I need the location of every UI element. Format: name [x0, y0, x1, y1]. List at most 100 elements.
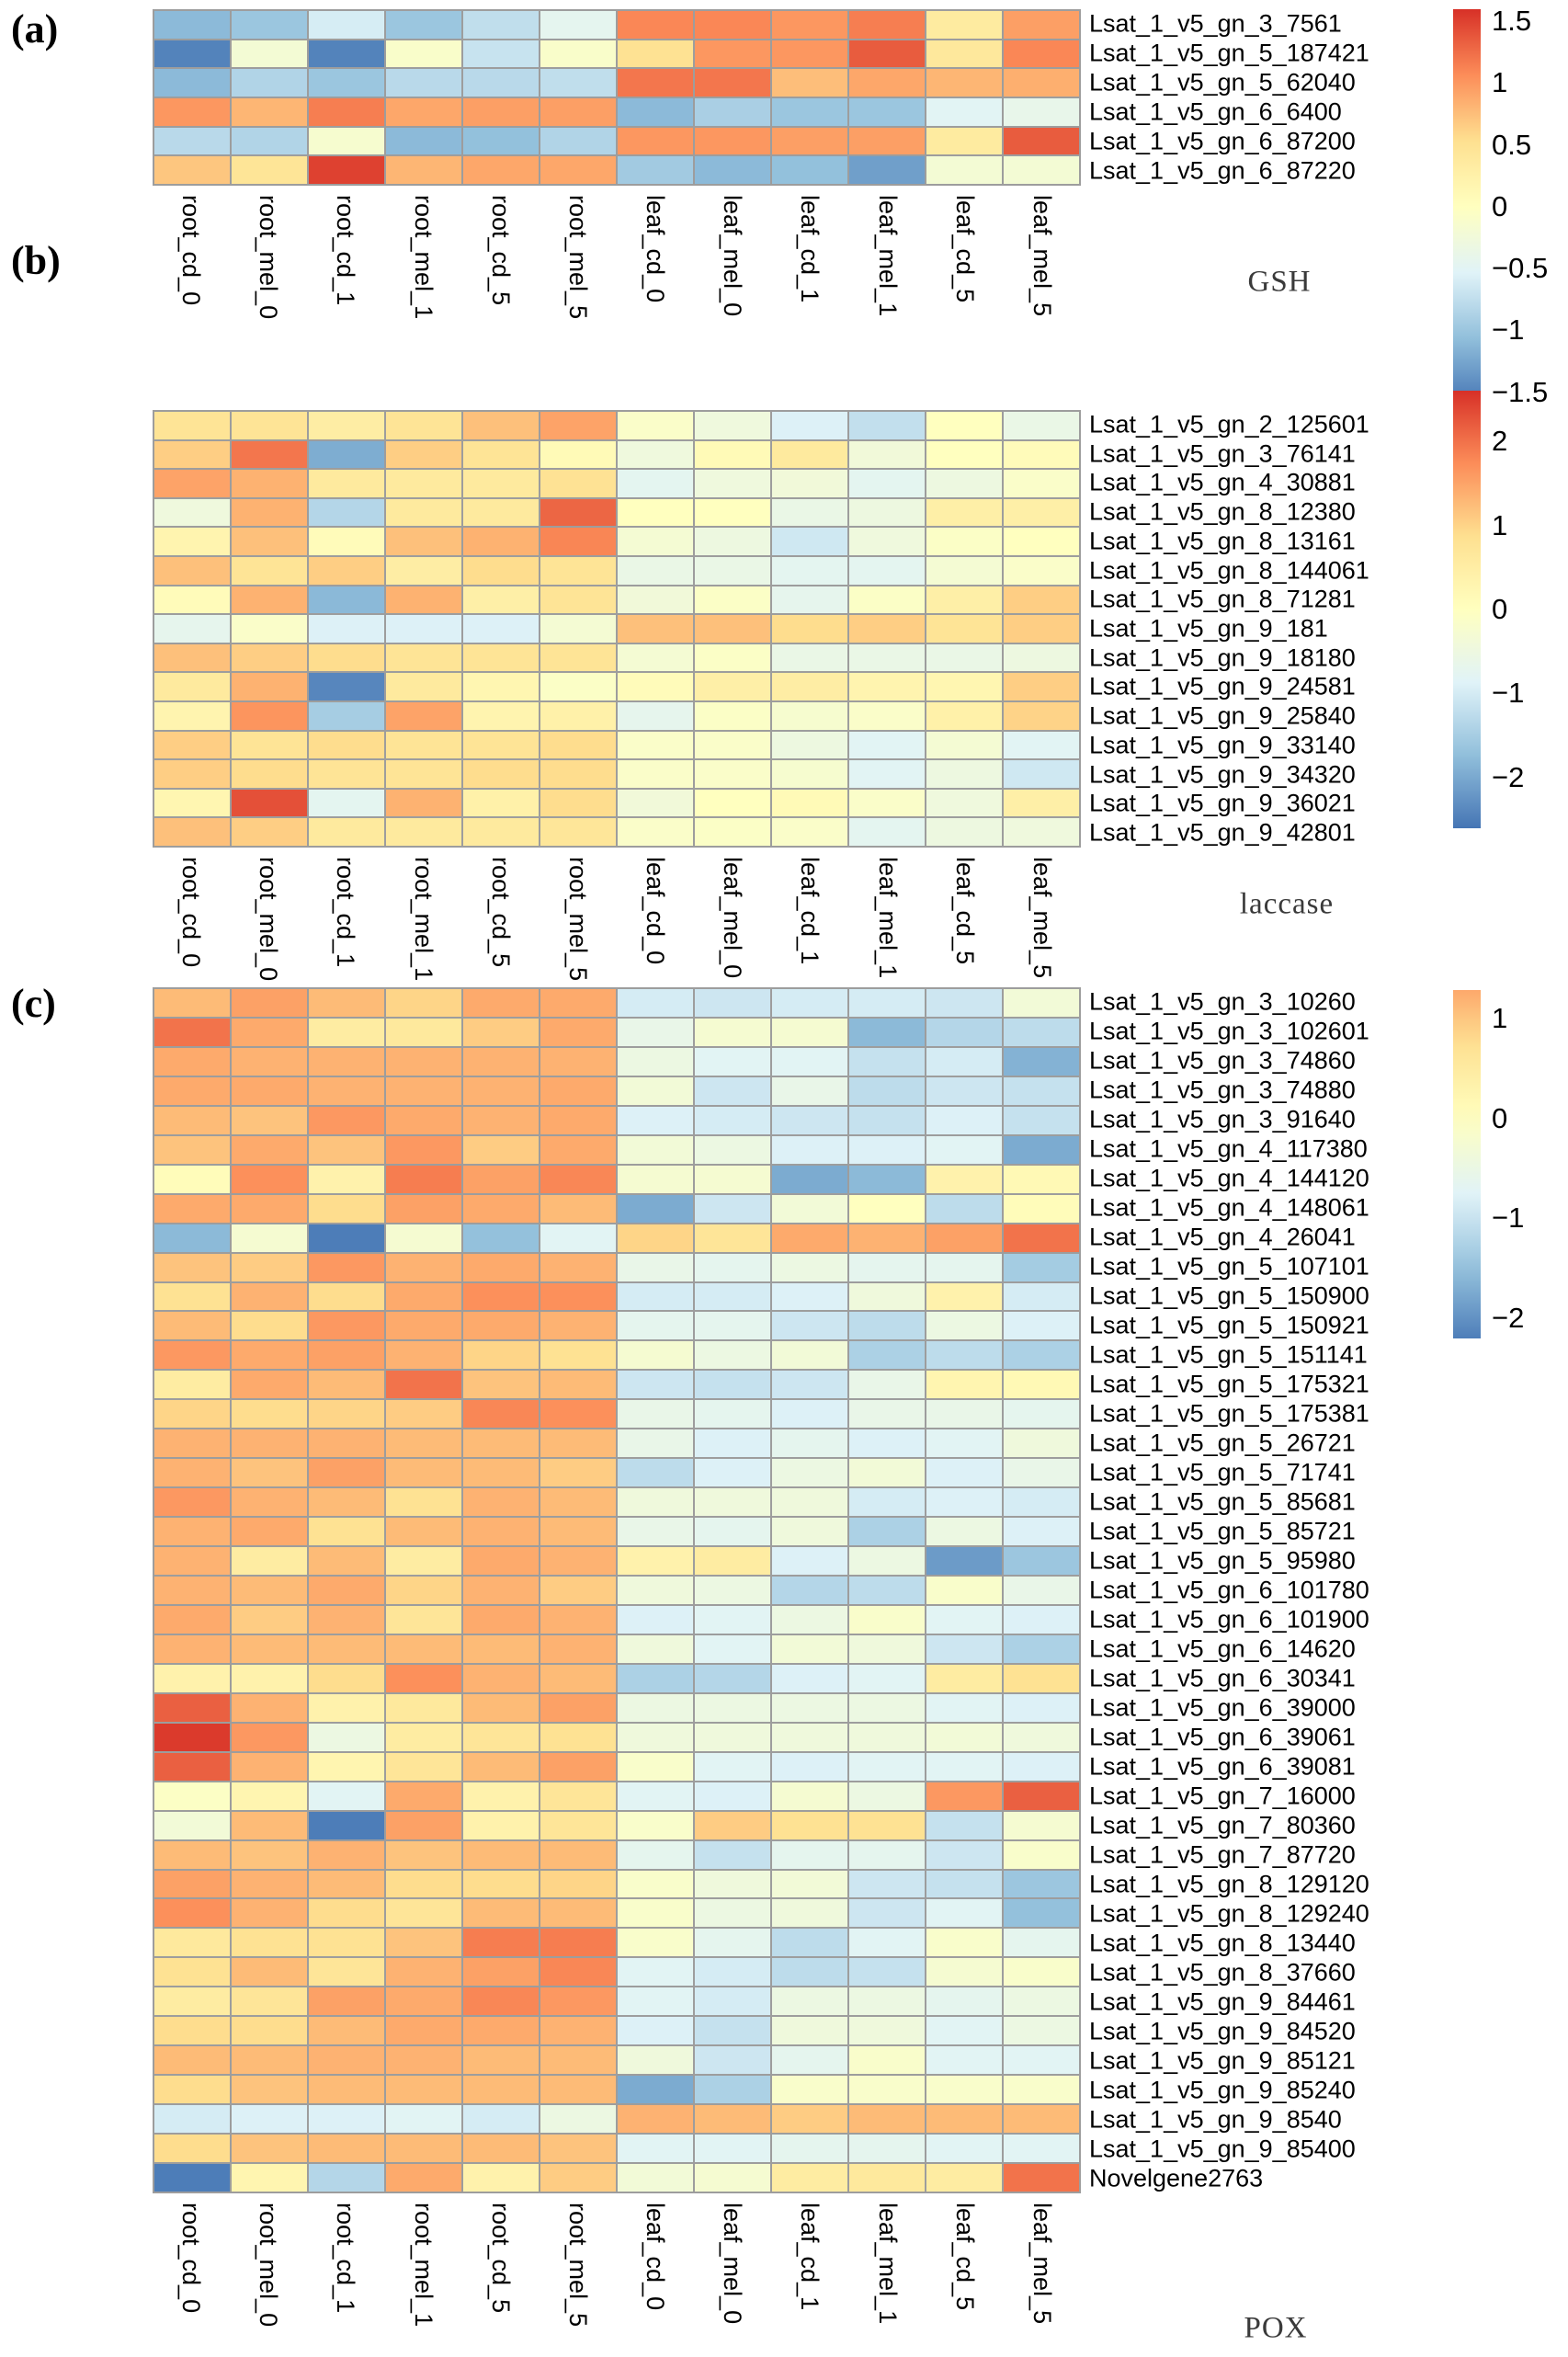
heatmap-cell: [308, 1781, 385, 1811]
heatmap-cell: [694, 527, 771, 556]
heatmap-cell: [1003, 411, 1080, 440]
heatmap-cell: [540, 817, 617, 847]
row-label: Lsat_1_v5_gn_8_12380: [1089, 497, 1356, 526]
heatmap-cell: [231, 1692, 308, 1723]
heatmap-cell: [617, 1898, 694, 1929]
heatmap-cell: [153, 2163, 231, 2192]
row-label: Lsat_1_v5_gn_8_13161: [1089, 527, 1356, 555]
heatmap-cell: [308, 1046, 385, 1076]
heatmap-cell: [540, 2045, 617, 2076]
heatmap-cell: [926, 1692, 1003, 1723]
heatmap-cell: [771, 469, 848, 498]
heatmap-cell: [617, 759, 694, 789]
heatmap-cell: [385, 2134, 462, 2164]
heatmap-cell: [153, 1604, 231, 1634]
heatmap-cell: [462, 1517, 540, 1547]
heatmap-cell: [1003, 1576, 1080, 1605]
heatmap-cell: [231, 497, 308, 528]
heatmap-cell: [540, 1134, 617, 1165]
heatmap-cell: [694, 439, 771, 470]
heatmap-cell: [926, 1751, 1003, 1782]
row-label: Lsat_1_v5_gn_6_39000: [1089, 1693, 1356, 1722]
heatmap-cell: [1003, 1546, 1080, 1577]
heatmap-cell: [771, 1193, 848, 1224]
heatmap-cell: [617, 555, 694, 586]
heatmap-cell: [771, 126, 848, 156]
heatmap-cell: [153, 439, 231, 470]
heatmap-cell: [1003, 1604, 1080, 1634]
heatmap-cell: [308, 817, 385, 847]
heatmap-cell: [462, 527, 540, 556]
heatmap-cell: [848, 1576, 926, 1605]
heatmap-cell: [308, 1576, 385, 1605]
col-label: leaf_cd_5: [950, 2203, 979, 2311]
heatmap-cell: [771, 1957, 848, 1987]
heatmap-cell: [308, 1017, 385, 1047]
row-label: Lsat_1_v5_gn_5_151141: [1089, 1340, 1368, 1369]
heatmap-cell: [1003, 39, 1080, 69]
heatmap-cell: [1003, 2134, 1080, 2164]
heatmap-cell: [540, 1429, 617, 1459]
heatmap-cell: [617, 2075, 694, 2105]
col-label: root_cd_5: [486, 2203, 515, 2314]
heatmap-cell: [153, 1987, 231, 2017]
heatmap-cell: [694, 672, 771, 701]
heatmap-cell: [540, 497, 617, 528]
heatmap-cell: [771, 817, 848, 847]
heatmap-cell: [153, 1487, 231, 1518]
colorbar: [1453, 391, 1481, 828]
heatmap-cell: [540, 1340, 617, 1371]
heatmap-cell: [1003, 1340, 1080, 1371]
row-label: Lsat_1_v5_gn_5_107101: [1089, 1252, 1369, 1281]
heatmap-cell: [540, 1046, 617, 1076]
heatmap-cell: [848, 643, 926, 673]
col-label: leaf_cd_5: [950, 857, 979, 965]
heatmap-cell: [617, 497, 694, 528]
heatmap-cell: [1003, 1487, 1080, 1518]
heatmap-cell: [153, 817, 231, 847]
heatmap-cell: [926, 1076, 1003, 1106]
col-label: root_mel_1: [409, 195, 437, 320]
heatmap-cell: [308, 1957, 385, 1987]
heatmap-cell: [926, 1663, 1003, 1693]
heatmap-cell: [385, 1193, 462, 1224]
heatmap-cell: [848, 1517, 926, 1547]
heatmap-cell: [385, 1576, 462, 1605]
heatmap-cell: [771, 700, 848, 731]
heatmap-cell: [1003, 1692, 1080, 1723]
row-label: Lsat_1_v5_gn_2_125601: [1089, 410, 1369, 438]
heatmap-cell: [308, 1311, 385, 1341]
heatmap-cell: [540, 1722, 617, 1752]
heatmap-cell: [385, 730, 462, 760]
heatmap-cell: [771, 2134, 848, 2164]
heatmap-cell: [462, 1311, 540, 1341]
heatmap-cell: [462, 1546, 540, 1577]
heatmap-cell: [926, 1546, 1003, 1577]
heatmap-cell: [617, 988, 694, 1018]
heatmap-cell: [231, 1399, 308, 1429]
row-label: Lsat_1_v5_gn_6_87200: [1089, 127, 1356, 155]
heatmap-cell: [617, 439, 694, 470]
heatmap-cell: [1003, 1517, 1080, 1547]
row-label: Lsat_1_v5_gn_8_144061: [1089, 556, 1369, 584]
heatmap-cell: [540, 788, 617, 818]
col-label: root_cd_0: [177, 2203, 206, 2314]
heatmap-cell: [462, 1340, 540, 1371]
heatmap-cell: [694, 2045, 771, 2076]
heatmap-cell: [771, 2016, 848, 2046]
heatmap-cell: [308, 1810, 385, 1840]
heatmap-cell: [771, 2163, 848, 2192]
heatmap-cell: [153, 1076, 231, 1106]
heatmap-cell: [540, 1458, 617, 1488]
heatmap-cell: [771, 1722, 848, 1752]
heatmap-cell: [462, 555, 540, 586]
heatmap-cell: [540, 2104, 617, 2135]
heatmap-cell: [540, 1164, 617, 1194]
heatmap-cell: [848, 1458, 926, 1488]
heatmap-cell: [462, 1781, 540, 1811]
heatmap-cell: [1003, 585, 1080, 615]
heatmap-cell: [308, 730, 385, 760]
heatmap-cell: [694, 1399, 771, 1429]
heatmap-cell: [540, 39, 617, 69]
heatmap-cell: [848, 1987, 926, 2017]
